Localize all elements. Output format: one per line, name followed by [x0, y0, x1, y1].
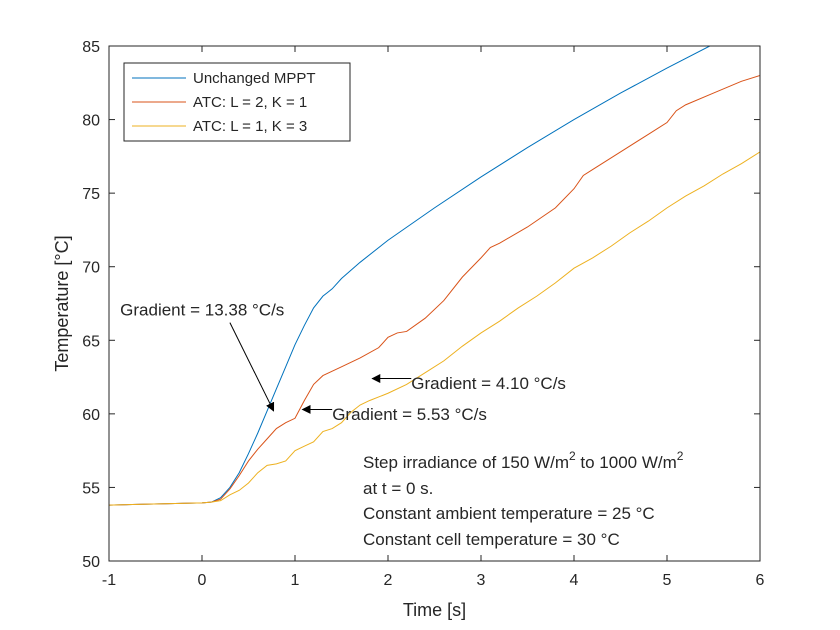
legend-label-2: ATC: L = 2, K = 1 — [193, 94, 307, 111]
y-tick-label: 70 — [82, 260, 100, 277]
note-superscript-2: 2 — [677, 449, 684, 463]
conditions-note: Step irradiance of 150 W/m2 to 1000 W/m2… — [363, 449, 684, 549]
note-line-1: Step irradiance of 150 W/m2 to 1000 W/m2 — [363, 449, 684, 472]
x-tick-label: 0 — [198, 572, 207, 589]
x-tick-label: 1 — [291, 572, 300, 589]
axes-layer — [108, 45, 761, 562]
axes-box — [108, 45, 761, 562]
y-tick-label: 60 — [82, 407, 100, 424]
x-tick-label: 4 — [570, 572, 579, 589]
x-tick-label: 6 — [756, 572, 765, 589]
y-tick-label: 50 — [82, 554, 100, 571]
legend: Unchanged MPPT ATC: L = 2, K = 1 ATC: L = … — [123, 62, 351, 142]
x-tick-label: 2 — [384, 572, 393, 589]
x-tick-label: 3 — [477, 572, 486, 589]
note-line-4: Constant cell temperature = 30 °C — [363, 530, 620, 549]
x-tick-label: 5 — [663, 572, 672, 589]
y-tick-label: 80 — [82, 113, 100, 130]
note-superscript-1: 2 — [569, 449, 576, 463]
x-tick-label: -1 — [102, 572, 116, 589]
legend-label-3: ATC: L = 1, K = 3 — [193, 118, 307, 135]
note-line-1-middle: to 1000 W/m — [576, 453, 677, 472]
note-line-3: Constant ambient temperature = 25 °C — [363, 504, 655, 523]
annotation-text-1: Gradient = 13.38 °C/s — [120, 300, 284, 319]
series-line-1 — [109, 46, 711, 506]
y-tick-label: 85 — [82, 39, 100, 56]
ticks-layer: -1 0 1 2 3 4 5 6 50 55 60 65 70 75 80 85 — [82, 39, 764, 589]
series-line-2 — [109, 74, 760, 506]
series-line-3 — [109, 151, 760, 506]
note-line-2: at t = 0 s. — [363, 479, 433, 498]
x-axis-label: Time [s] — [403, 600, 466, 620]
note-line-1-prefix: Step irradiance of 150 W/m — [363, 453, 569, 472]
legend-label-1: Unchanged MPPT — [193, 70, 316, 87]
annotation-text-2: Gradient = 5.53 °C/s — [332, 405, 487, 424]
annotation-text-3: Gradient = 4.10 °C/s — [411, 374, 566, 393]
annotation-arrow-1 — [229, 322, 275, 412]
y-tick-label: 65 — [82, 333, 100, 350]
y-axis-label: Temperature [°C] — [52, 235, 72, 371]
series-layer — [109, 46, 760, 506]
y-tick-label: 55 — [82, 480, 100, 497]
annotations: Gradient = 13.38 °C/s Gradient = 5.53 °C/… — [120, 300, 566, 423]
y-tick-label: 75 — [82, 186, 100, 203]
